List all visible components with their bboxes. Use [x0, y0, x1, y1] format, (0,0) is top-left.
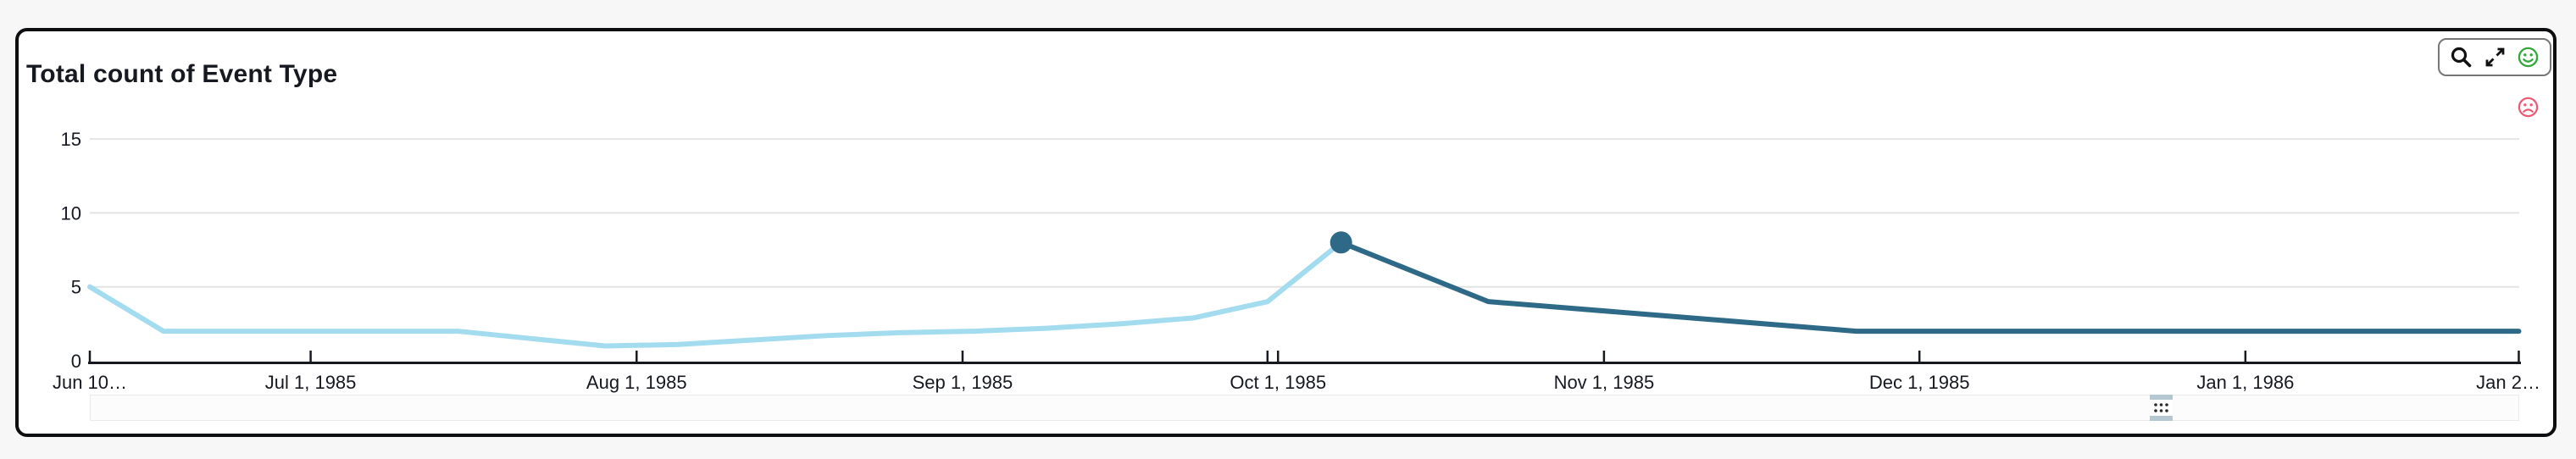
x-tick-label: Dec 1, 1985 [1869, 372, 1970, 393]
horizontal-scrollbar-track[interactable] [90, 395, 2519, 421]
x-tick-label: Nov 1, 1985 [1554, 372, 1655, 393]
x-tick-label: Sep 1, 1985 [913, 372, 1013, 393]
x-tick-label: Oct 1, 1985 [1230, 372, 1326, 393]
x-tick-label: Jun 10… [53, 372, 127, 393]
x-tick-label: Aug 1, 1985 [586, 372, 687, 393]
line-series-before-highlight[interactable] [87, 240, 1344, 349]
visual-card[interactable]: Total count of Event Type [15, 28, 2557, 437]
line-series-after-highlight[interactable] [1338, 240, 2522, 335]
search-icon[interactable] [2450, 46, 2473, 69]
drag-handle-icon[interactable] [2150, 395, 2173, 421]
happy-face-icon[interactable] [2517, 46, 2540, 69]
chart-title: Total count of Event Type [26, 60, 338, 88]
x-tick-label: Jan 1, 1986 [2196, 372, 2294, 393]
y-tick-label: 0 [71, 351, 81, 372]
maximize-icon[interactable] [2483, 46, 2507, 69]
y-tick-label: 15 [61, 129, 81, 150]
visual-toolbar [2438, 38, 2551, 76]
x-tick-label: Jul 1, 1985 [265, 372, 357, 393]
y-tick-label: 10 [61, 202, 81, 224]
y-tick-label: 5 [71, 277, 81, 298]
x-tick-label: Jan 2… [2476, 372, 2540, 393]
sad-face-icon[interactable] [2517, 96, 2540, 119]
highlight-point-marker[interactable] [1330, 231, 1352, 254]
